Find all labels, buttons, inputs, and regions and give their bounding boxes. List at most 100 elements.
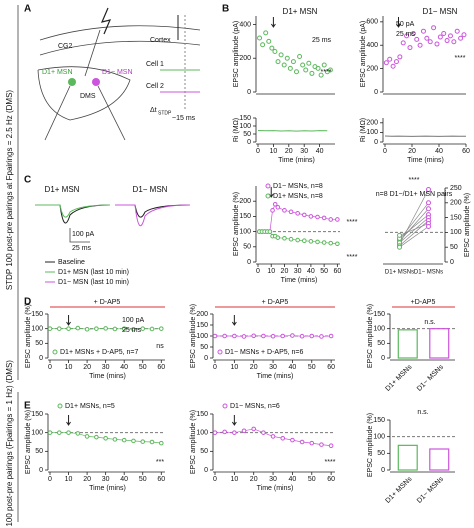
x-tick-label: 30 — [102, 476, 110, 483]
y-tick-label: 50 — [243, 131, 251, 138]
stimulus-arrow — [231, 315, 237, 326]
data-point — [272, 48, 278, 54]
data-point — [222, 429, 227, 435]
data-point — [66, 326, 71, 331]
x-tick-label: 30 — [102, 364, 110, 371]
data-point — [263, 30, 269, 36]
legend-label: D1− MSN (last 10 min) — [58, 279, 129, 286]
y-axis-label: Ri (MΩ) — [233, 118, 240, 142]
data-point — [437, 34, 443, 40]
stimulus-arrow — [66, 415, 71, 426]
y-tick-label: 100 — [373, 434, 385, 441]
data-point — [426, 223, 431, 229]
data-point — [431, 25, 437, 31]
x-tick-label: 0 — [48, 364, 52, 371]
data-point — [301, 238, 307, 244]
data-point — [407, 45, 413, 51]
scale-label: 25 ms — [312, 37, 332, 44]
trace — [35, 204, 111, 218]
data-point — [328, 443, 334, 449]
side-label: STDP 100 post-pre pairings at Fpairings … — [5, 90, 14, 290]
data-point — [47, 326, 53, 331]
data-point — [315, 214, 320, 220]
data-point — [284, 55, 290, 61]
y-tick-label: 200 — [366, 120, 378, 127]
y-tick-label: 200 — [196, 311, 208, 318]
label: Cortex — [150, 37, 171, 44]
data-point — [383, 60, 389, 66]
x-tick-label: 50 — [139, 476, 147, 483]
data-point — [288, 236, 294, 242]
y-tick-label: 400 — [239, 21, 251, 28]
x-tick-label: 60 — [462, 148, 470, 155]
data-point — [66, 430, 71, 435]
data-point — [84, 326, 90, 332]
data-point — [427, 39, 433, 45]
x-axis-label: Time (mins) — [257, 485, 294, 492]
data-point — [426, 200, 431, 206]
y-axis-label: EPSC amplitude (pA) — [233, 21, 240, 88]
x-axis-label: Time (mins) — [407, 157, 444, 164]
y-axis-label: EPSC amplitude (%) — [367, 413, 374, 477]
data-point — [270, 208, 275, 213]
data-point — [299, 333, 305, 339]
panel-label: C — [24, 175, 31, 186]
header: + D-AP5 — [262, 299, 289, 306]
data-point — [290, 333, 295, 338]
x-tick-label: 20 — [83, 364, 91, 371]
stimulus-bolt — [100, 7, 112, 35]
pair-line — [399, 214, 429, 239]
data-point — [404, 33, 410, 39]
data-point — [294, 69, 299, 75]
y-tick-label: 50 — [35, 448, 43, 455]
legend-label: D1+ MSNs + D-AP5, n=7 — [60, 349, 139, 356]
x-tick-label: 10 — [65, 364, 73, 371]
legend-label: Baseline — [58, 259, 85, 266]
x-axis-label: Time (mins) — [257, 373, 294, 380]
data-point — [424, 35, 430, 41]
data-point — [397, 54, 403, 60]
pair-line — [399, 217, 429, 244]
y-tick-label: 50 — [377, 450, 385, 457]
data-point — [297, 54, 303, 60]
data-point — [447, 33, 453, 39]
data-point — [84, 434, 90, 439]
x-tick-label: 10 — [270, 148, 278, 155]
y-tick-label: 200 — [239, 198, 251, 205]
data-point — [288, 209, 294, 215]
x-tick-label: 30 — [300, 148, 308, 155]
x-tick-label: 60 — [333, 268, 341, 275]
data-point — [426, 206, 431, 212]
x-axis-label: Time (mins) — [281, 277, 318, 284]
y-axis-label: EPSC amplitude (%) — [233, 192, 240, 256]
data-point — [158, 440, 164, 446]
label: D1− MSN — [102, 69, 133, 76]
y-tick-label: 0 — [374, 89, 378, 96]
data-point — [295, 211, 300, 216]
data-point — [251, 426, 257, 432]
data-point — [308, 214, 314, 219]
data-point — [275, 235, 281, 240]
annotation: **** — [409, 177, 420, 184]
data-point — [47, 430, 53, 435]
x-tick-label: 60 — [327, 364, 335, 371]
label: Cell 1 — [146, 61, 164, 68]
stimulus-arrow — [231, 415, 237, 426]
y-tick-label: 150 — [196, 411, 208, 418]
data-point — [290, 437, 295, 443]
label: CG2 — [58, 43, 73, 50]
data-point — [319, 334, 324, 339]
annotation: n.s. — [417, 409, 428, 416]
data-point — [319, 442, 324, 447]
data-point — [103, 435, 108, 441]
y-tick-label: 50 — [35, 340, 43, 347]
data-point — [309, 70, 315, 76]
annotation: ns — [156, 343, 164, 350]
x-tick-label: 0 — [48, 476, 52, 483]
data-point — [328, 333, 334, 339]
data-point — [266, 38, 272, 44]
x-tick-label: 20 — [408, 148, 416, 155]
x-tick-label: 60 — [157, 364, 165, 371]
y-tick-label: 0 — [247, 89, 251, 96]
